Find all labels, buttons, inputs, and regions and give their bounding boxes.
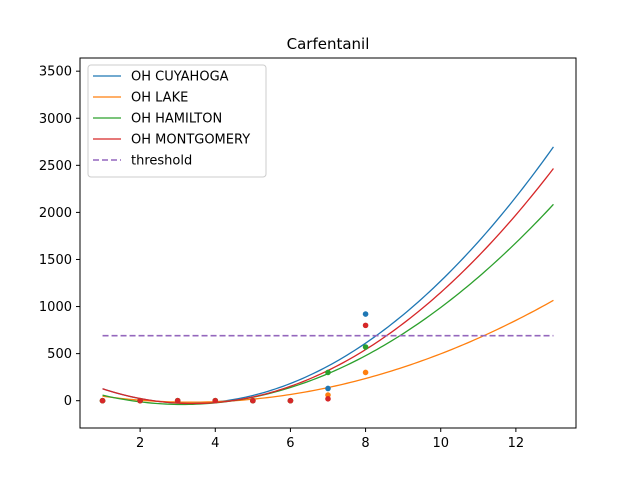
data-point-3-1 — [137, 397, 143, 404]
legend-box — [87, 64, 267, 178]
plot-content — [99, 146, 554, 406]
x-tick-label-8: 8 — [361, 436, 369, 451]
series-line-0 — [102, 146, 554, 404]
data-point-3-4 — [250, 397, 256, 404]
axes: 2 4 6 8 10 12 0 500 1000 1500 2000 2500 3000 3500 — [39, 65, 524, 451]
x-tick-label-10: 10 — [432, 436, 449, 451]
y-tick-label-3500: 3500 — [39, 65, 72, 80]
y-tick-label-3000: 3000 — [39, 112, 72, 127]
data-point-3-5 — [287, 397, 294, 404]
data-point-2-6 — [325, 369, 331, 376]
data-point-3-2 — [174, 397, 181, 404]
y-tick-label-0: 0 — [64, 394, 72, 409]
legend-label-4: threshold — [131, 154, 192, 169]
data-point-3-6 — [325, 396, 331, 402]
data-point-3-0 — [99, 397, 106, 404]
x-tick-label-4: 4 — [211, 436, 219, 451]
x-tick-label-12: 12 — [508, 436, 525, 451]
data-point-3-3 — [212, 397, 219, 404]
y-tick-label-1000: 1000 — [39, 300, 72, 315]
legend-label-2: OH HAMILTON — [131, 112, 222, 127]
legend-label-3: OH MONTGOMERY — [131, 133, 250, 148]
y-tick-label-500: 500 — [47, 347, 72, 362]
data-point-3-7 — [362, 322, 369, 329]
data-point-0-7 — [362, 311, 369, 317]
x-tick-label-2: 2 — [136, 436, 144, 451]
data-point-0-6 — [325, 385, 331, 392]
y-tick-label-2500: 2500 — [39, 159, 72, 174]
series-line-3 — [102, 168, 554, 405]
data-point-2-7 — [362, 344, 369, 350]
chart-title: Carfentanil — [287, 35, 370, 53]
legend: OH CUYAHOGA OH LAKE OH HAMILTON OH MONTGOME… — [87, 64, 267, 178]
y-tick-label-1500: 1500 — [39, 253, 72, 268]
legend-label-1: OH LAKE — [131, 91, 188, 106]
x-tick-label-6: 6 — [286, 436, 294, 451]
legend-label-0: OH CUYAHOGA — [131, 70, 229, 85]
plot-frame — [79, 57, 577, 429]
y-tick-label-2000: 2000 — [39, 206, 72, 221]
data-point-1-7 — [362, 369, 369, 376]
